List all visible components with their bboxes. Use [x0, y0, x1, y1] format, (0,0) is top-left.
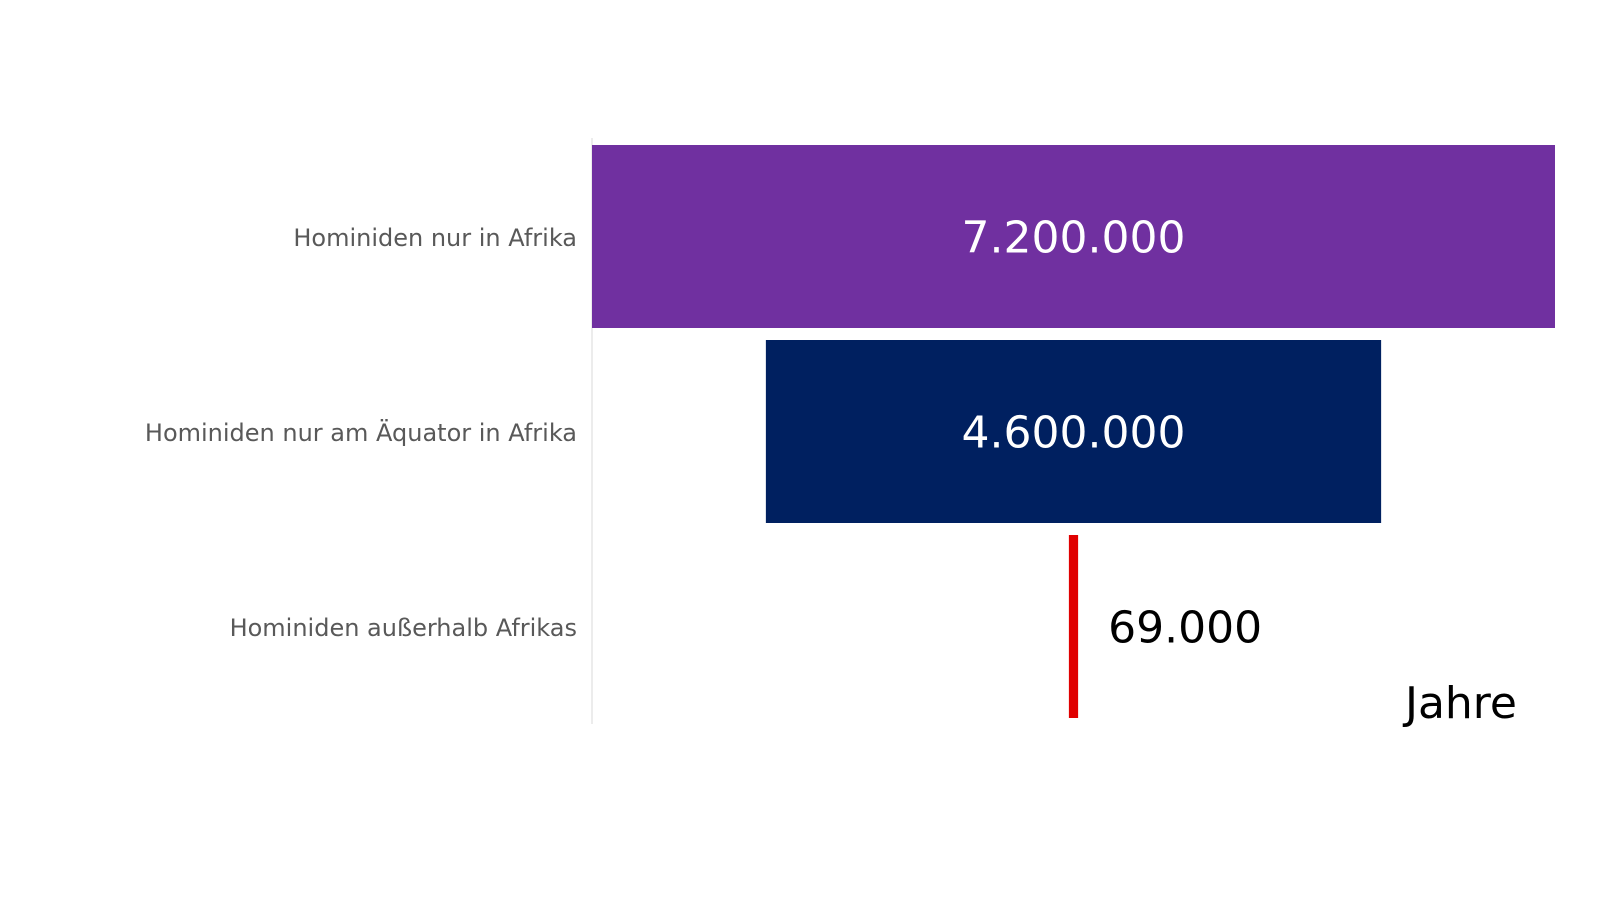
category-label-1: Hominiden nur am Äquator in Afrika	[145, 418, 577, 447]
data-label-2: 69.000	[1108, 603, 1262, 654]
unit-label: Jahre	[1402, 678, 1517, 729]
data-label-0: 7.200.000	[962, 213, 1186, 264]
bar-hominiden-nur-am-aequator	[765, 340, 1382, 523]
bar-hominiden-ausserhalb-afrikas	[1068, 535, 1079, 718]
category-label-0: Hominiden nur in Afrika	[293, 224, 577, 252]
bar-hominiden-nur-in-afrika	[592, 145, 1555, 328]
data-label-1: 4.600.000	[962, 408, 1186, 459]
category-label-2: Hominiden außerhalb Afrikas	[230, 614, 577, 642]
